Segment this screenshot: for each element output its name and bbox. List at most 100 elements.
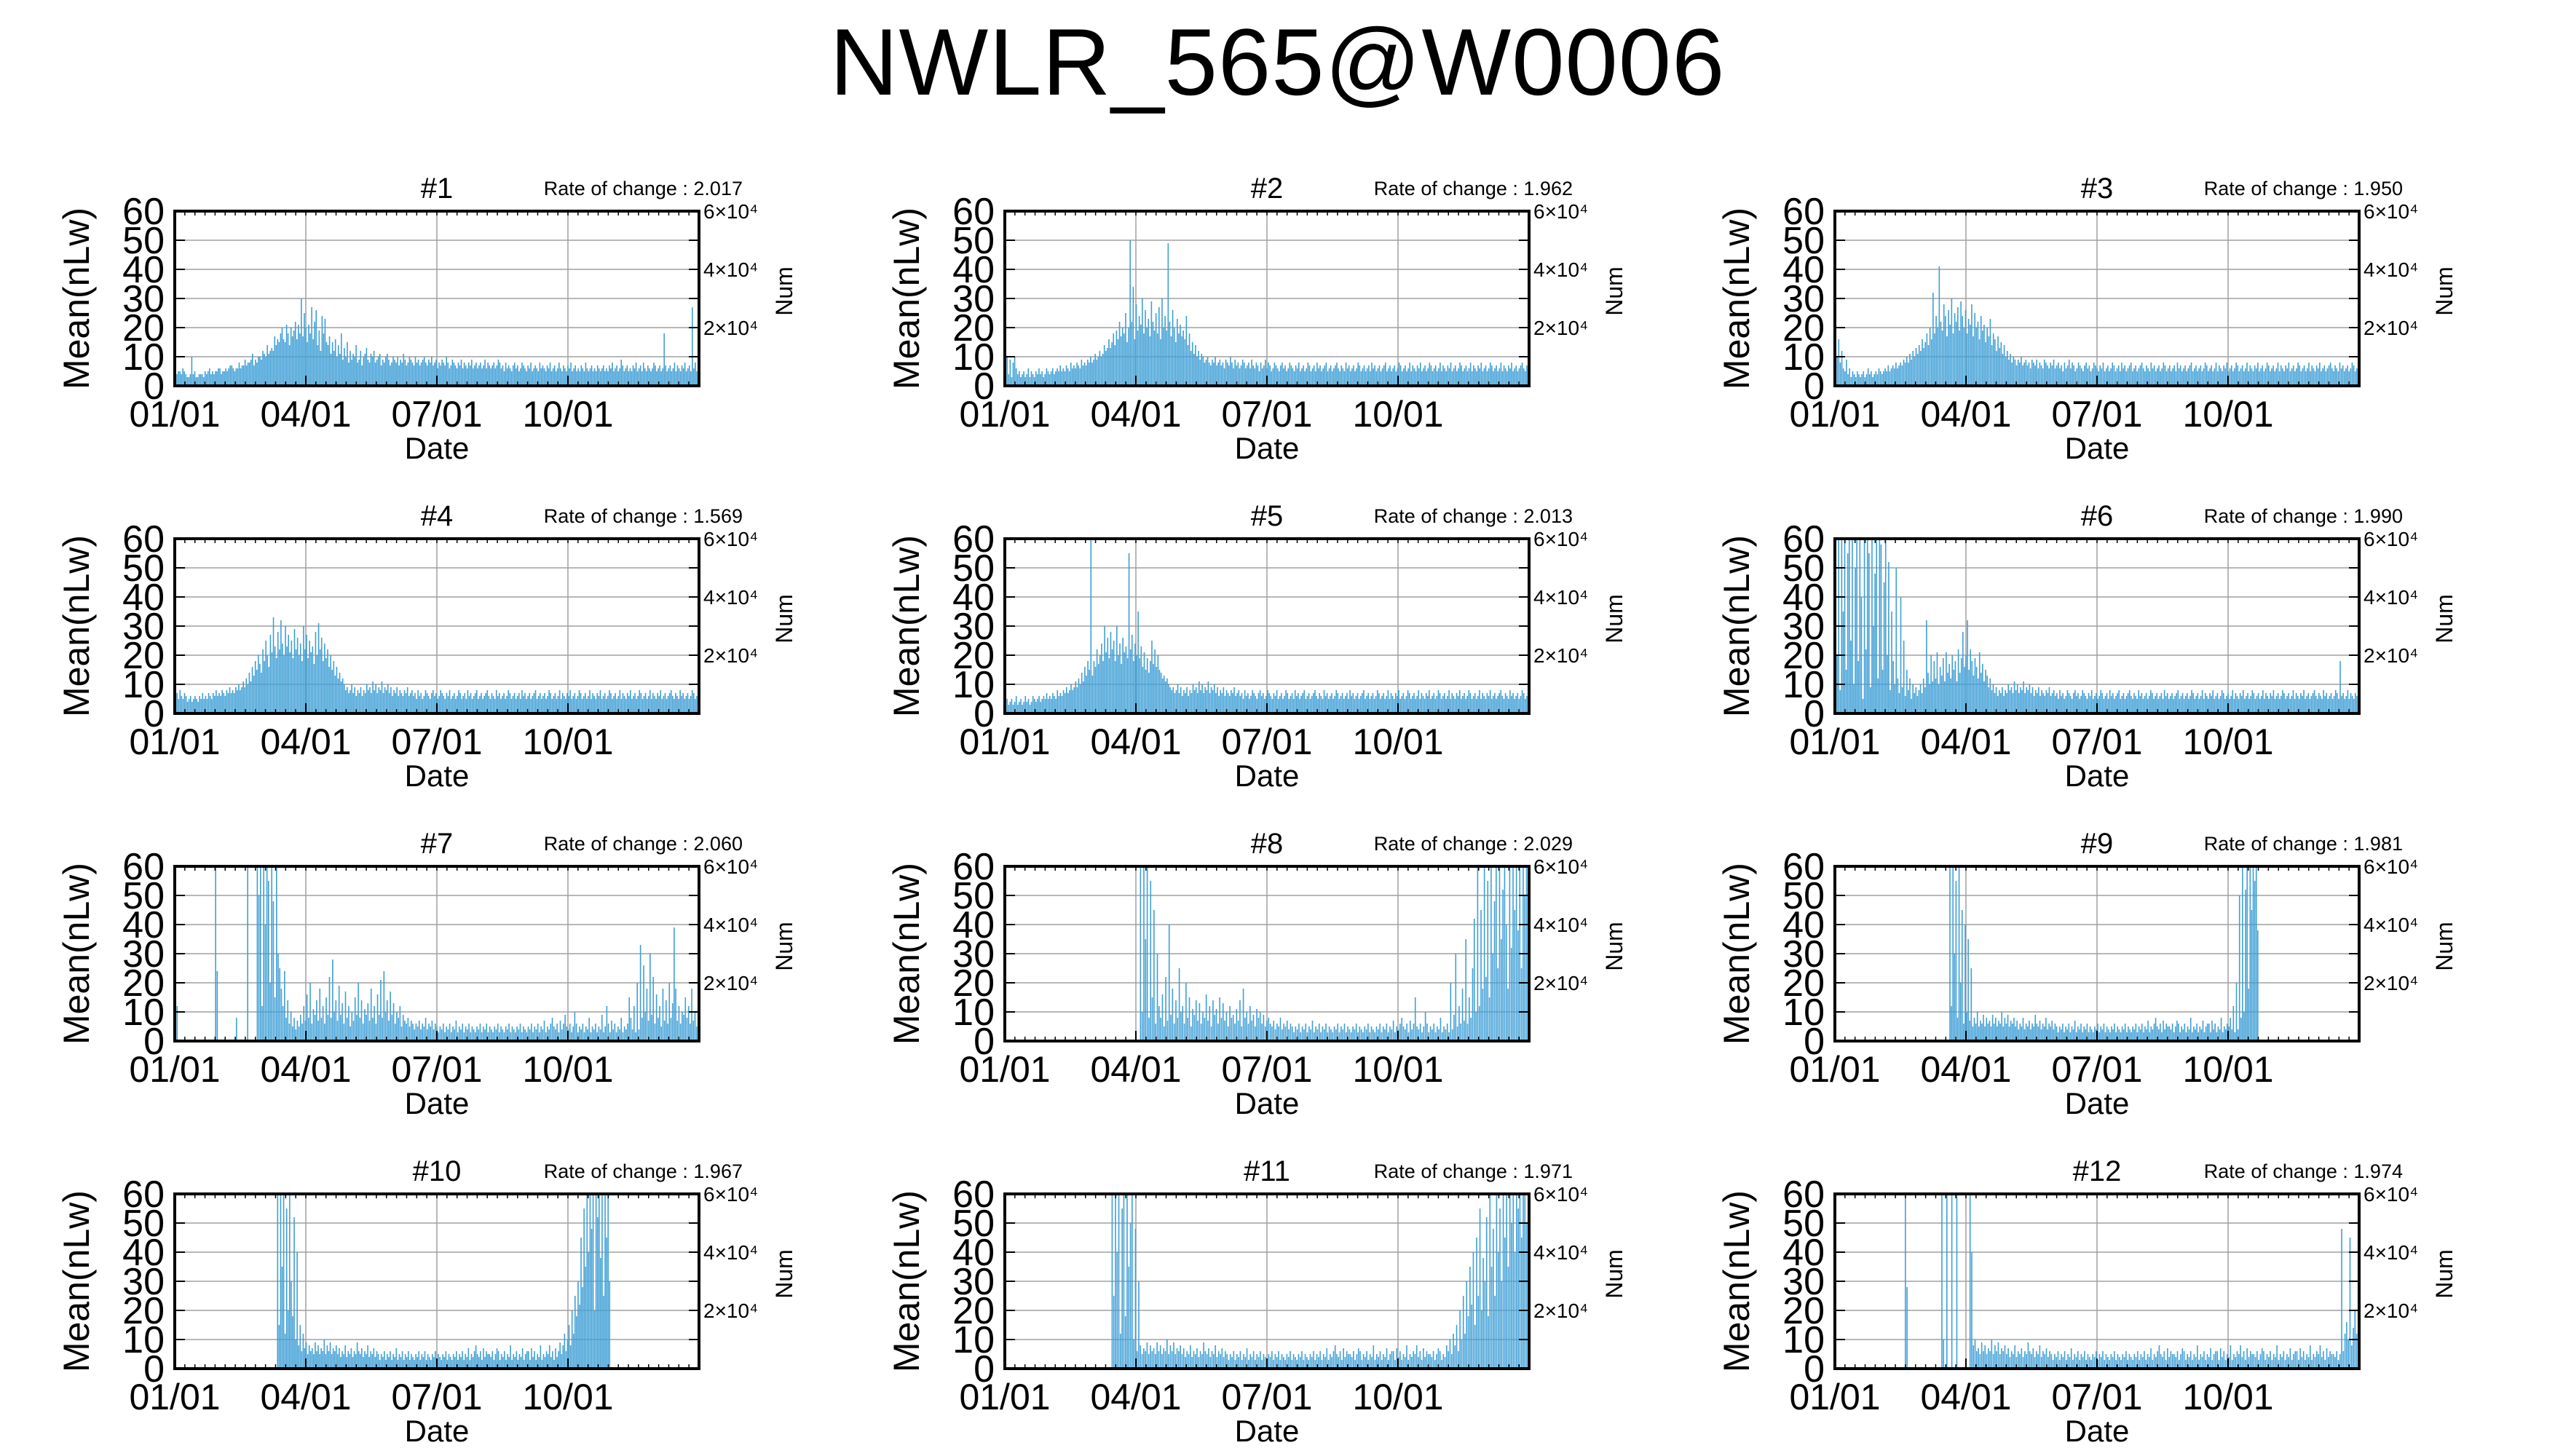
y-tick-label: 0 (974, 365, 995, 408)
y2-axis-label: Num (771, 922, 797, 971)
y-tick-label: 40 (122, 904, 165, 946)
panel-title: #8 (1251, 828, 1284, 860)
y2-tick-label: 2×10⁴ (703, 644, 758, 667)
x-tick-label: 04/01 (260, 394, 351, 435)
y2-tick-label: 4×10⁴ (703, 258, 758, 281)
y2-tick-label: 4×10⁴ (1533, 258, 1588, 281)
y-tick-label: 40 (1782, 904, 1825, 946)
x-tick-label: 01/01 (959, 1049, 1050, 1090)
y-tick-label: 50 (952, 875, 995, 917)
panel-title: #6 (2081, 500, 2114, 532)
x-tick-label: 10/01 (522, 394, 613, 435)
panel-title: #9 (2081, 828, 2114, 860)
y-tick-label: 30 (1782, 606, 1825, 648)
y2-tick-label: 6×10⁴ (2364, 528, 2418, 550)
y-tick-label: 50 (952, 220, 995, 262)
y2-tick-label: 4×10⁴ (703, 1241, 758, 1264)
x-tick-label: 01/01 (129, 394, 220, 435)
y-tick-label: 60 (122, 518, 165, 561)
y-tick-label: 20 (952, 635, 995, 677)
y-tick-label: 0 (1804, 1021, 1825, 1063)
y2-tick-label: 4×10⁴ (703, 914, 758, 936)
rate-of-change-label: Rate of change : 1.950 (2204, 178, 2403, 199)
y-tick-label: 0 (1804, 693, 1825, 735)
y-tick-label: 40 (952, 904, 995, 946)
x-tick-label: 01/01 (129, 1049, 220, 1090)
x-tick-label: 01/01 (129, 721, 220, 762)
y2-tick-label: 4×10⁴ (703, 586, 758, 609)
bars-series (1005, 240, 1529, 386)
y-tick-label: 30 (1782, 278, 1825, 320)
y-axis-label: Mean(nLw) (56, 1190, 97, 1372)
y-tick-label: 10 (1782, 664, 1825, 706)
y-tick-label: 10 (122, 1319, 165, 1361)
y-tick-label: 40 (1782, 249, 1825, 291)
y-tick-label: 60 (122, 191, 165, 233)
y2-axis-label: Num (1601, 594, 1627, 644)
y2-axis-label: Num (2431, 266, 2457, 316)
y2-axis-label: Num (771, 1249, 797, 1299)
x-tick-label: 04/01 (260, 1049, 351, 1090)
x-axis-label: Date (2065, 759, 2130, 793)
y-tick-label: 10 (122, 992, 165, 1034)
y-tick-label: 50 (952, 547, 995, 590)
y-tick-label: 20 (1782, 962, 1825, 1005)
y2-tick-label: 4×10⁴ (1533, 1241, 1588, 1264)
bars-series (1835, 539, 2359, 713)
y-tick-label: 30 (122, 933, 165, 976)
y-tick-label: 20 (122, 307, 165, 349)
x-tick-label: 01/01 (1789, 1049, 1880, 1090)
y-tick-label: 40 (122, 577, 165, 619)
y-tick-label: 40 (122, 1232, 165, 1274)
y-tick-label: 10 (952, 1319, 995, 1361)
y2-axis-label: Num (1601, 266, 1627, 316)
x-tick-label: 04/01 (260, 721, 351, 762)
panel-title: #10 (413, 1155, 462, 1187)
y-tick-label: 20 (1782, 307, 1825, 349)
y-tick-label: 0 (974, 1348, 995, 1390)
y-tick-label: 0 (1804, 365, 1825, 408)
y2-tick-label: 4×10⁴ (1533, 914, 1588, 936)
x-tick-label: 10/01 (2182, 721, 2273, 762)
x-tick-label: 07/01 (2051, 394, 2142, 435)
y-tick-label: 30 (122, 606, 165, 648)
y-tick-label: 40 (122, 249, 165, 291)
y-tick-label: 60 (122, 846, 165, 888)
y-tick-label: 60 (1782, 846, 1825, 888)
y-tick-label: 40 (952, 1232, 995, 1274)
bars-series (175, 298, 699, 386)
y-tick-label: 0 (974, 693, 995, 735)
y-tick-label: 60 (1782, 518, 1825, 561)
y-tick-label: 20 (952, 307, 995, 349)
y-tick-label: 10 (122, 664, 165, 706)
y2-axis-label: Num (1601, 922, 1627, 971)
y2-tick-label: 6×10⁴ (703, 855, 758, 878)
y-tick-label: 10 (952, 992, 995, 1034)
y2-axis-label: Num (771, 594, 797, 644)
rate-of-change-label: Rate of change : 1.967 (544, 1160, 743, 1182)
y2-tick-label: 2×10⁴ (703, 1299, 758, 1322)
x-tick-label: 07/01 (1221, 1377, 1312, 1417)
y-axis-label: Mean(nLw) (886, 535, 927, 717)
x-tick-label: 10/01 (522, 721, 613, 762)
y-tick-label: 0 (974, 1021, 995, 1063)
y2-tick-label: 6×10⁴ (1533, 855, 1588, 878)
y-tick-label: 20 (122, 635, 165, 677)
y-tick-label: 50 (122, 220, 165, 262)
x-tick-label: 10/01 (1352, 721, 1443, 762)
y-tick-label: 60 (952, 1174, 995, 1216)
x-axis-label: Date (1235, 1414, 1300, 1448)
x-tick-label: 07/01 (391, 394, 482, 435)
x-tick-label: 01/01 (1789, 394, 1880, 435)
x-tick-label: 07/01 (1221, 721, 1312, 762)
x-tick-label: 10/01 (1352, 1377, 1443, 1417)
rate-of-change-label: Rate of change : 2.060 (544, 833, 743, 855)
